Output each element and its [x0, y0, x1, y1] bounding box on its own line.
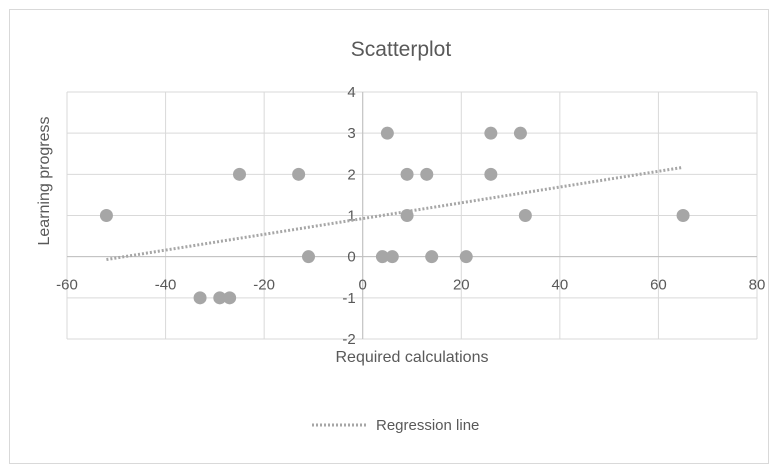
- x-tick-label: 0: [359, 277, 367, 294]
- data-point: [223, 291, 237, 305]
- y-tick-label: 4: [347, 84, 355, 101]
- x-tick-label: -40: [155, 277, 177, 294]
- data-point: [400, 167, 414, 181]
- data-point: [420, 167, 434, 181]
- x-tick-label: 20: [453, 277, 470, 294]
- data-point: [233, 167, 246, 181]
- y-axis-title: Learning progress: [36, 117, 53, 246]
- data-points: [99, 126, 690, 305]
- gridlines: [66, 91, 758, 340]
- data-point: [375, 250, 389, 264]
- legend: Regression line: [312, 417, 479, 434]
- x-axis-title: Required calculations: [336, 349, 489, 366]
- x-tick-labels: -60 -40 -20 0 20 40 60 80: [56, 277, 765, 294]
- chart-title: Scatterplot: [351, 38, 452, 61]
- y-tick-label: -2: [342, 331, 355, 348]
- y-tick-label: 0: [347, 249, 355, 266]
- data-point: [676, 209, 690, 222]
- y-tick-label: 1: [347, 208, 355, 225]
- data-point: [513, 126, 527, 140]
- data-point: [380, 126, 394, 140]
- y-tick-label: 2: [347, 166, 355, 183]
- data-point: [518, 209, 532, 222]
- data-point: [385, 250, 399, 264]
- y-tick-label: -1: [342, 290, 355, 307]
- data-point: [484, 167, 498, 181]
- data-point: [302, 250, 315, 264]
- x-tick-label: 40: [552, 277, 569, 294]
- data-point: [99, 209, 113, 222]
- data-point: [400, 209, 414, 222]
- chart-area: [9, 9, 769, 464]
- x-tick-label: 80: [749, 277, 766, 294]
- y-tick-labels: -2 -1 0 1 2 3 4: [342, 84, 355, 348]
- data-point: [425, 250, 439, 264]
- y-tick-label: 3: [347, 125, 355, 142]
- x-tick-label: -20: [253, 277, 275, 294]
- x-tick-label: -60: [56, 277, 78, 294]
- regression-line-group: [106, 165, 684, 262]
- data-point: [193, 291, 207, 305]
- data-point: [213, 291, 227, 305]
- axes: [67, 92, 757, 339]
- data-point: [484, 126, 498, 140]
- regression-line: [106, 165, 684, 262]
- data-point: [459, 250, 473, 264]
- data-point: [292, 167, 306, 181]
- legend-label-regression: Regression line: [376, 417, 479, 434]
- x-tick-label: 60: [650, 277, 667, 294]
